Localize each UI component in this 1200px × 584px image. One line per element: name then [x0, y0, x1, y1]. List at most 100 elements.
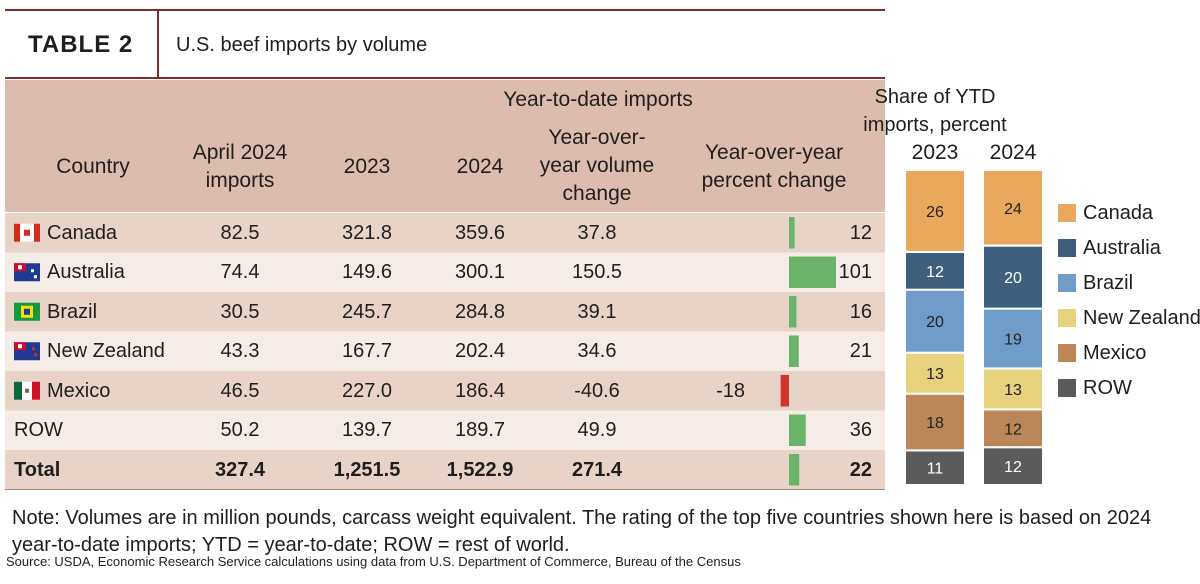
segment-label: 20 [926, 314, 944, 331]
total-label: Total [14, 458, 61, 481]
flag [24, 229, 30, 236]
segment-label: 20 [1004, 270, 1022, 287]
segment-label: 12 [1004, 459, 1022, 476]
legend-swatch [1058, 379, 1076, 397]
country: New Zealand [47, 340, 165, 363]
segment-label: 19 [1004, 332, 1022, 349]
cell: 245.7 [341, 300, 393, 323]
row-bg [5, 371, 885, 411]
legend-label: New Zealand [1083, 307, 1200, 329]
cell: 139.7 [341, 419, 393, 442]
share-title: Share of YTD imports, percent [863, 86, 1007, 136]
cell: 189.7 [454, 419, 506, 442]
segment-label: 26 [926, 204, 944, 221]
flag [32, 381, 40, 400]
flag [32, 347, 35, 351]
cell: 39.1 [577, 300, 617, 323]
segment-label: 12 [1004, 421, 1022, 438]
percent-label: 16 [849, 300, 872, 323]
cell: 186.4 [454, 379, 506, 402]
legend-swatch [1058, 274, 1076, 292]
cell: 271.4 [571, 458, 623, 481]
percent-label: 101 [838, 261, 872, 284]
legend-label: Brazil [1083, 272, 1134, 294]
country: Australia [47, 261, 125, 284]
cell: 50.2 [220, 419, 260, 442]
segment-label: 11 [927, 461, 944, 478]
flag [14, 223, 20, 242]
cell: 167.7 [341, 340, 393, 363]
country: Mexico [47, 379, 111, 402]
share-segment [982, 244, 1044, 310]
column-header: 2024 [456, 155, 504, 178]
segment-label: 13 [926, 366, 944, 383]
positive-bar [789, 454, 800, 486]
country: Canada [47, 221, 118, 244]
country: ROW [14, 419, 63, 442]
cell: 327.4 [214, 458, 266, 481]
segment-label: 24 [1004, 201, 1022, 218]
note: Note: Volumes are in million pounds, car… [12, 507, 1152, 556]
flag [18, 265, 22, 270]
cell: 202.4 [454, 340, 506, 363]
share-segment [904, 169, 966, 253]
percent-label: 12 [849, 221, 872, 244]
legend-label: Canada [1083, 202, 1154, 224]
flag [34, 275, 37, 279]
table-head [5, 80, 885, 212]
percent-label: 22 [849, 458, 872, 481]
cell: 150.5 [571, 261, 623, 284]
legend-swatch [1058, 239, 1076, 257]
flag [24, 308, 30, 315]
flag [18, 344, 22, 349]
flag [25, 388, 29, 393]
legend-label: Australia [1083, 237, 1161, 259]
legend-swatch [1058, 204, 1076, 222]
row-bg [5, 450, 885, 490]
positive-bar [789, 217, 795, 249]
cell: 149.6 [341, 261, 393, 284]
percent-label: 36 [849, 419, 872, 442]
row-bg [5, 410, 885, 450]
cell: 359.6 [454, 221, 506, 244]
column-header: 2023 [343, 155, 391, 178]
cell: -40.6 [574, 379, 620, 402]
cell: 30.5 [220, 300, 260, 323]
positive-bar [789, 296, 797, 328]
positive-bar [789, 414, 806, 446]
cell: 284.8 [454, 300, 506, 323]
share-segment [982, 307, 1044, 370]
share-segment [982, 446, 1044, 487]
legend-swatch [1058, 344, 1076, 362]
group-header: Year-to-date imports [503, 88, 693, 111]
share-segment [904, 449, 966, 487]
percent-label: -18 [716, 379, 745, 402]
share-segment [982, 367, 1044, 411]
cell: 300.1 [454, 261, 506, 284]
cell: 227.0 [341, 379, 393, 402]
cell: 1,522.9 [446, 458, 514, 481]
row-bg [5, 213, 885, 253]
flag [34, 353, 37, 357]
share-segment [982, 408, 1044, 449]
cell: 37.8 [577, 221, 617, 244]
column-header: Year-over-year volume change [539, 126, 655, 205]
table-title: U.S. beef imports by volume [176, 34, 428, 56]
column-header: April 2024 imports [192, 141, 288, 192]
flag [31, 269, 34, 273]
segment-label: 13 [1004, 382, 1022, 399]
legend-label: ROW [1083, 377, 1132, 399]
column-header: Country [56, 155, 130, 178]
cell: 74.4 [220, 261, 260, 284]
share-segment [904, 351, 966, 395]
year-label: 2023 [911, 141, 959, 164]
percent-label: 21 [849, 340, 872, 363]
table-label: TABLE 2 [28, 31, 134, 58]
positive-bar [789, 256, 836, 288]
flag [14, 381, 22, 400]
cell: 34.6 [577, 340, 617, 363]
source: Source: USDA, Economic Research Service … [6, 554, 741, 569]
cell: 49.9 [577, 419, 617, 442]
